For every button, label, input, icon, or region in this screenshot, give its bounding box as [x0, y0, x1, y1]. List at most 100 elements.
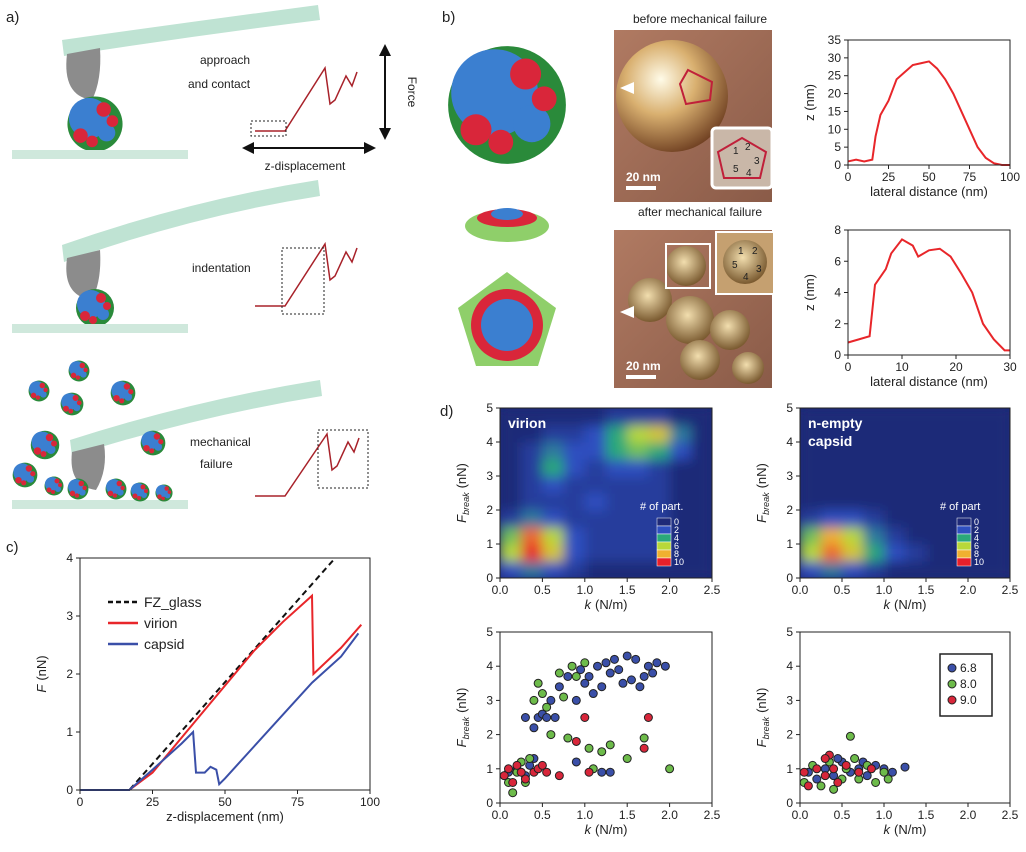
x-axis-label: lateral distance (nm): [870, 184, 988, 199]
heatmap-cell: [585, 459, 607, 477]
image-caption: after mechanical failure: [638, 205, 762, 219]
heatmap-cell: [926, 561, 948, 579]
y-tick-label: 3: [786, 469, 793, 483]
heatmap-cell: [691, 544, 713, 562]
legend-swatch: [948, 696, 956, 704]
arrow-head: [364, 142, 376, 154]
x-axis-label: k(N/m): [884, 822, 927, 837]
scatter-point: [585, 744, 593, 752]
label-unit: (nN): [454, 463, 469, 488]
heatmap-cell: [884, 527, 906, 545]
heatmap-cell: [989, 459, 1011, 477]
heatmap-cell: [821, 459, 843, 477]
scatter-point: [644, 714, 652, 722]
panel-label: c): [6, 539, 19, 556]
afm-fragment: [680, 340, 720, 380]
image-caption: before mechanical failure: [633, 12, 767, 26]
scatter-point: [846, 732, 854, 740]
heatmap-cell: [542, 544, 564, 562]
virus-fragment: [31, 431, 60, 460]
heatmap-cell: [691, 408, 713, 426]
heatmap-cell: [842, 476, 864, 494]
scale-bar: [626, 186, 656, 190]
scatter-point: [640, 744, 648, 752]
pentamer-model: [481, 299, 533, 351]
x-tick-label: 0.0: [492, 583, 509, 597]
virus-fragment: [69, 361, 90, 382]
label-unit: (N/m): [894, 822, 927, 837]
x-tick-label: 50: [218, 795, 232, 809]
scatter-point: [538, 690, 546, 698]
heatmap-cell: [989, 561, 1011, 579]
x-tick-label: 50: [922, 170, 936, 184]
scatter-point: [602, 659, 610, 667]
heatmap-cell: [542, 493, 564, 511]
heatmap-cell: [800, 493, 822, 511]
label-unit: (nN): [754, 463, 769, 488]
heatmap-cell: [905, 510, 927, 528]
colorbar-swatch: [657, 534, 671, 542]
legend-label: 9.0: [960, 693, 977, 707]
chart-title: n-empty: [808, 415, 863, 431]
scatter-point: [530, 724, 538, 732]
y-tick-label: 2: [786, 503, 793, 517]
y-tick-label: 1: [66, 725, 73, 739]
substrate: [12, 324, 188, 333]
y-tick-label: 30: [828, 51, 842, 65]
heatmap-cell: [905, 493, 927, 511]
inset-number: 4: [746, 168, 752, 179]
heatmap-cell: [968, 425, 990, 443]
chart-title: virion: [508, 415, 546, 431]
scatter-point: [560, 693, 568, 701]
heatmap-cell: [800, 459, 822, 477]
label-unit: (N/m): [595, 597, 628, 612]
heatmap-cell: [606, 442, 628, 460]
colorbar-label: 10: [674, 557, 684, 567]
scatter-point: [653, 659, 661, 667]
x-tick-label: 30: [1003, 360, 1017, 374]
y-tick-label: 20: [828, 87, 842, 101]
x-tick-label: 2.0: [661, 808, 678, 822]
heatmap-cell: [606, 425, 628, 443]
label-subscript: break: [461, 716, 471, 739]
heatmap-cell: [926, 527, 948, 545]
y-axis-label: z (nm): [802, 274, 817, 311]
y-tick-label: 4: [786, 659, 793, 673]
heatmap-cell: [905, 527, 927, 545]
schematic-text: and contact: [188, 77, 251, 91]
y-tick-label: 15: [828, 104, 842, 118]
legend-label: capsid: [144, 636, 184, 652]
heatmap-cell: [564, 510, 586, 528]
colorbar-title: # of part: [940, 501, 980, 513]
heatmap-cell: [627, 561, 649, 579]
colorbar-swatch: [657, 526, 671, 534]
heatmap-cell: [648, 425, 670, 443]
heatmap-cell: [585, 510, 607, 528]
scatter-point: [543, 714, 551, 722]
schematic-text: indentation: [192, 261, 251, 275]
inset-number: 1: [738, 246, 744, 257]
heatmap-cell: [821, 510, 843, 528]
heatmap-cell: [968, 408, 990, 426]
cantilever: [62, 180, 320, 262]
heatmap-cell: [947, 408, 969, 426]
data-line: [848, 239, 1010, 350]
heatmap-cell: [606, 510, 628, 528]
scatter-point: [534, 679, 542, 687]
heatmap-cell: [884, 561, 906, 579]
heatmap-cell: [670, 459, 692, 477]
schematic-text: approach: [200, 53, 250, 67]
y-tick-label: 2: [486, 728, 493, 742]
y-tick-label: 0: [66, 783, 73, 797]
heatmap-cell: [521, 493, 543, 511]
force-curve-sketch: [255, 244, 357, 306]
y-tick-label: 6: [834, 254, 841, 268]
x-tick-label: 0.0: [792, 583, 809, 597]
heatmap-cell: [989, 493, 1011, 511]
heatmap-cell: [606, 493, 628, 511]
heatmap-cell: [606, 527, 628, 545]
arrow-head: [379, 128, 391, 140]
scatter-point: [543, 768, 551, 776]
heatmap-clip: [500, 408, 713, 579]
y-tick-label: 25: [828, 69, 842, 83]
